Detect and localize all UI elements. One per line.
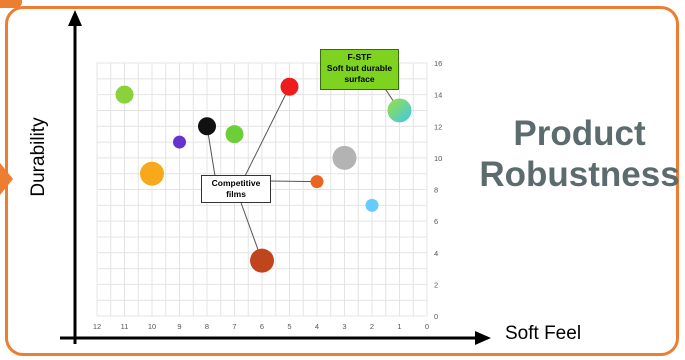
callout-fstf: F-STF Soft but durable surface [320, 49, 399, 90]
x-tick-label: 5 [287, 322, 291, 331]
data-point [173, 135, 186, 149]
data-point [198, 117, 216, 136]
y-tick-label: 10 [434, 154, 442, 163]
x-tick-label: 10 [148, 322, 156, 331]
leader-line [268, 180, 318, 183]
leader-line [244, 86, 290, 177]
x-tick-label: 11 [121, 322, 129, 331]
y-tick-label: 16 [434, 59, 442, 68]
x-tick-label: 8 [205, 322, 209, 331]
y-tick-label: 4 [434, 249, 438, 258]
x-tick-label: 4 [315, 322, 319, 331]
data-point [225, 125, 244, 144]
callout-competitive-line-2: films [226, 189, 246, 199]
callout-fstf-line-3: surface [344, 74, 375, 84]
x-tick-label: 1 [397, 322, 401, 331]
data-point [250, 248, 274, 273]
slide-title-line-1: Product [513, 114, 646, 153]
x-tick-label: 0 [425, 322, 429, 331]
chart-points [115, 77, 412, 273]
y-tick-label: 14 [434, 91, 442, 100]
y-tick-label: 8 [434, 186, 438, 195]
y-axis-arrow [68, 10, 82, 26]
data-point [140, 161, 164, 186]
x-tick-label: 7 [232, 322, 236, 331]
frame-side-tab [0, 163, 13, 195]
callout-fstf-line-2: Soft but durable [326, 63, 393, 73]
x-tick-label: 12 [93, 322, 101, 331]
y-axis-title: Durability [28, 117, 49, 197]
data-point [310, 175, 324, 189]
callout-competitive-line-1: Competitive [211, 178, 261, 188]
chart-axes [60, 10, 491, 345]
data-point [365, 198, 379, 212]
slide-title: Product Robustness [472, 113, 685, 195]
y-tick-label: 12 [434, 122, 442, 131]
data-point [280, 77, 299, 96]
x-axis-title: Soft Feel [505, 323, 582, 344]
x-tick-label: 6 [260, 322, 264, 331]
frame-corner [0, 0, 22, 8]
x-axis-arrow [475, 331, 491, 345]
x-tick-label: 9 [177, 322, 181, 331]
y-tick-label: 2 [434, 280, 438, 289]
y-tick-label: 0 [434, 312, 438, 321]
y-tick-label: 6 [434, 217, 438, 226]
data-point [332, 145, 357, 170]
data-point [387, 98, 412, 123]
data-point [115, 85, 134, 104]
callout-fstf-line-1: F-STF [347, 52, 372, 62]
x-tick-label: 3 [342, 322, 346, 331]
callout-competitive-films: Competitive films [201, 175, 271, 203]
slide-title-line-2: Robustness [479, 155, 680, 194]
x-tick-label: 2 [370, 322, 374, 331]
